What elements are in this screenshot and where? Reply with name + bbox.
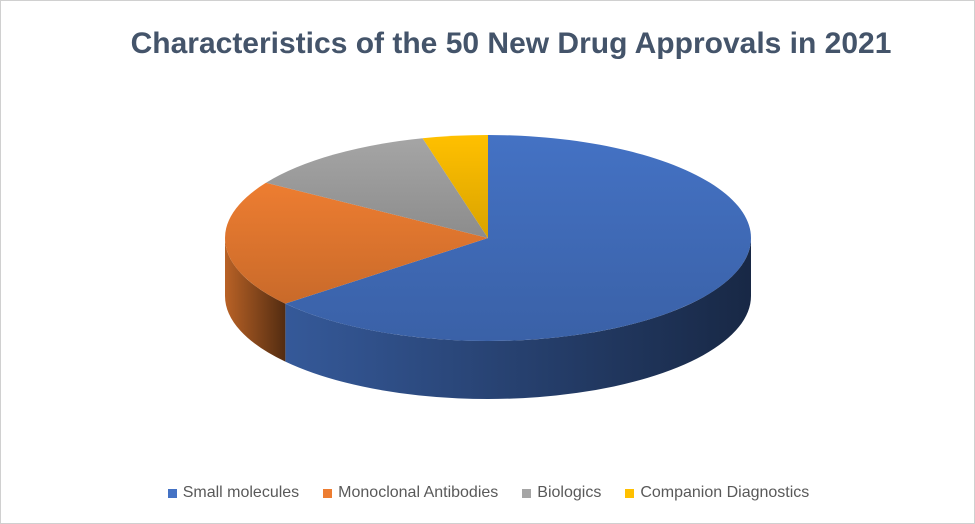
pie-side-walls xyxy=(225,238,751,400)
pie-slice-biologics xyxy=(265,138,488,238)
legend-label: Companion Diagnostics xyxy=(640,484,810,501)
legend-item-companion-diagnostics: Companion Diagnostics xyxy=(625,484,809,502)
legend-swatch xyxy=(167,488,177,498)
legend-item-monoclonal-antibodies: Monoclonal Antibodies xyxy=(323,484,498,502)
legend-label: Monoclonal Antibodies xyxy=(338,484,499,501)
legend-swatch xyxy=(522,488,532,498)
pie-top-faces xyxy=(224,135,751,342)
legend-label: Biologics xyxy=(537,484,602,501)
legend-item-small-molecules: Small molecules xyxy=(167,484,300,502)
pie-slice-monoclonal-antibodies xyxy=(224,182,488,304)
pie-slice-side-monoclonal-antibodies xyxy=(225,238,286,362)
pie-slice-side-small-molecules xyxy=(285,238,751,400)
pie-slice-small-molecules xyxy=(285,135,751,342)
chart-legend: Small molecules Monoclonal Antibodies Biol… xyxy=(1,481,975,505)
chart-title: Characteristics of the 50 New Drug Appro… xyxy=(130,27,892,60)
pie-slice-companion-diagnostics xyxy=(422,135,488,238)
legend-swatch xyxy=(625,488,635,498)
legend-item-biologics: Biologics xyxy=(522,484,601,502)
legend-swatch xyxy=(323,488,333,498)
pie-chart xyxy=(224,135,751,400)
legend-label: Small molecules xyxy=(182,484,300,501)
